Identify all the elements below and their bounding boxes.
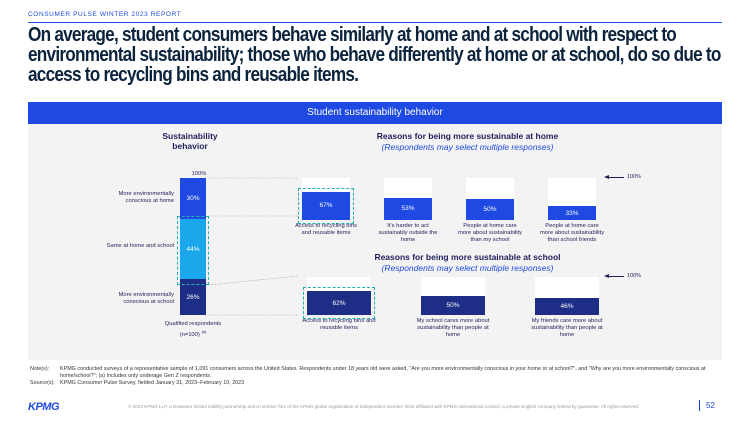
note-text-2: home/school?"; (a) Includes only underag… <box>60 373 212 379</box>
stacked-x-label-note: (a) <box>201 329 207 334</box>
stacked-x-label: Qualified respondents (n=100) (a) <box>148 321 238 339</box>
school-bars-value-label-0: 62% <box>332 299 346 307</box>
home-bars-value-label-1: 53% <box>401 205 415 213</box>
stacked-series-label-school: More environmentally conscious at school <box>118 292 174 305</box>
home-bars-highlight-box <box>298 187 354 224</box>
home-bars-category-label-2: People at home care more about sustainab… <box>457 223 523 243</box>
school-bars-bar-0: 62% <box>307 291 371 315</box>
stacked-segment-same-label: 44% <box>186 245 200 253</box>
home-bars-bar-0: 67% <box>302 191 350 220</box>
stacked-x-label-line2: (n=100) <box>179 331 200 338</box>
note-text-1: KPMG conducted surveys of a representati… <box>60 366 706 372</box>
stacked-chart-title: Sustainability behavior <box>162 131 218 151</box>
home-bars-bar-3: 33% <box>548 206 596 220</box>
home-bars-category-label-0: Access to recycling bins and reusable it… <box>295 223 357 236</box>
stacked-segment-home: 30% <box>180 178 206 220</box>
stacked-segment-school: 26% <box>180 279 206 315</box>
school-bars-value-label-2: 46% <box>560 302 574 310</box>
school-bars-bar-1: 50% <box>421 296 485 315</box>
school-scale-label: 100% <box>627 273 642 279</box>
home-scale-arrow-line <box>608 177 624 178</box>
home-bars-bar-2: 50% <box>466 199 514 220</box>
stacked-highlight-box <box>177 216 209 285</box>
source-key: Source(s): <box>30 380 55 386</box>
stacked-top-label: 100% <box>191 171 207 177</box>
stacked-x-label-line1: Qualified respondents <box>164 321 222 327</box>
home-chart-title: Reasons for being more sustainable at ho… <box>376 131 559 141</box>
report-label: CONSUMER PULSE WINTER 2023 REPORT <box>28 11 182 18</box>
home-bars-category-label-1: It's harder to act sustainably outside t… <box>378 223 438 243</box>
headline-line-1: On average, student consumers behave sim… <box>28 24 677 46</box>
school-bars-category-label-1: My school cares more about sustainabilit… <box>416 318 490 338</box>
stacked-segment-home-label: 30% <box>186 195 200 203</box>
connector-mid-lower <box>208 275 299 286</box>
page-title: On average, student consumers behave sim… <box>28 24 721 86</box>
notes: Note(s): KPMG conducted surveys of a repr… <box>30 366 730 387</box>
school-chart-title: Reasons for being more sustainable at sc… <box>374 252 561 262</box>
home-bars-value-label-3: 33% <box>565 209 579 217</box>
headline-line-2: environmental sustainability; those who … <box>28 44 721 66</box>
home-scale-arrow-icon <box>604 175 609 179</box>
school-scale-arrow-line <box>608 276 624 277</box>
school-scale-arrow-icon <box>604 274 609 278</box>
stacked-segment-same: 44% <box>180 219 206 280</box>
top-rule <box>28 22 722 23</box>
note-key: Note(s): <box>30 366 50 372</box>
home-chart-subtitle: (Respondents may select multiple respons… <box>381 142 554 152</box>
source-text: KPMG Consumer Pulse Survey, fielded Janu… <box>60 380 245 386</box>
school-bars-highlight-box <box>303 287 375 319</box>
page-number-divider <box>699 400 700 411</box>
chart-banner: Student sustainability behavior <box>28 102 722 124</box>
school-bars-category-label-2: My friends care more about sustainabilit… <box>531 318 603 338</box>
home-bars-value-label-2: 50% <box>483 206 497 213</box>
school-bars-value-label-1: 50% <box>446 302 460 309</box>
page-number: 52 <box>706 401 715 410</box>
home-bars-bar-1: 53% <box>384 197 432 220</box>
school-bars-category-label-0: Access to recycling bins and reusable it… <box>302 318 376 331</box>
home-bars-value-label-0: 67% <box>319 202 333 210</box>
chart-panel <box>28 102 722 360</box>
school-chart-subtitle: (Respondents may select multiple respons… <box>381 263 554 273</box>
school-bars-bar-2: 46% <box>535 297 599 315</box>
stacked-series-label-home: More environmentally conscious at home <box>118 191 174 204</box>
home-bars-category-label-3: People at home care more about sustainab… <box>539 223 605 243</box>
footer-copyright: © 2023 KPMG LLP, a Delaware limited liab… <box>128 404 640 409</box>
kpmg-logo: KPMG <box>28 401 60 413</box>
stacked-bar: 30% 44% 26% <box>180 178 206 315</box>
home-scale-label: 100% <box>627 174 642 180</box>
stacked-series-label-same: Same at home and school <box>106 243 174 249</box>
stacked-segment-school-label: 26% <box>186 293 200 301</box>
headline-line-3: access to recycling bins and reusable it… <box>28 64 359 86</box>
